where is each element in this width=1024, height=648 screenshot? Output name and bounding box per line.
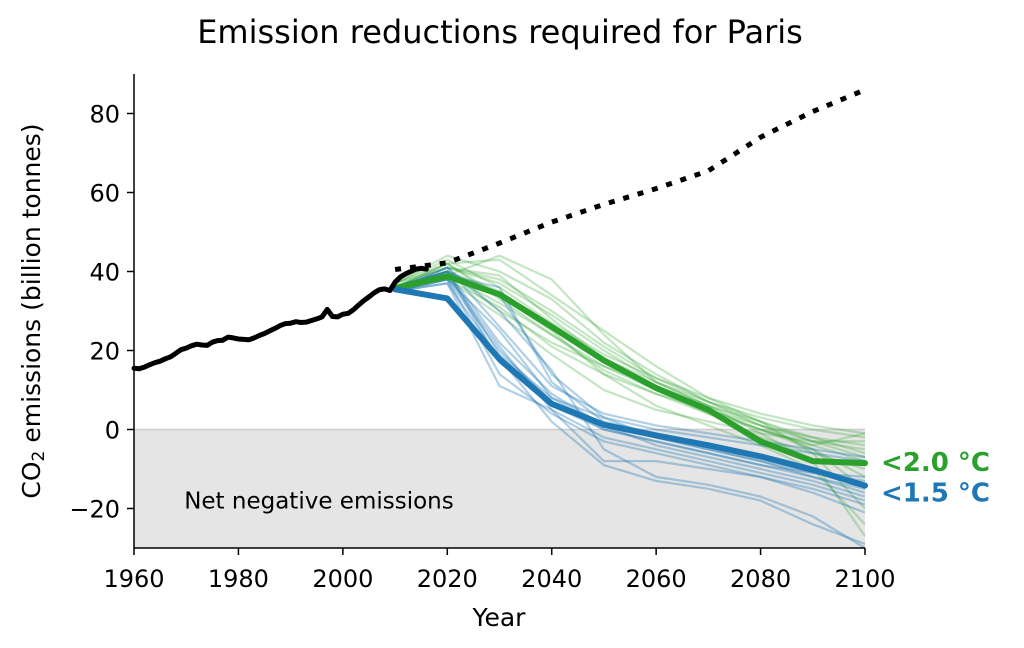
two-degree-run-7 xyxy=(394,266,866,459)
x-tick-label: 2000 xyxy=(312,565,373,593)
two-degree-run-11 xyxy=(394,258,866,510)
two-degree-run-14 xyxy=(394,278,865,443)
two-degree-run-1 xyxy=(394,266,866,439)
one-point-five-pathway-line xyxy=(392,286,868,489)
x-axis-ticks: 1960 1980 2000 2020 2040 2060 2080 2100 xyxy=(103,548,896,593)
y-tick-label: −20 xyxy=(69,496,120,524)
two-degree-ensemble xyxy=(394,254,866,537)
two-degree-run-6 xyxy=(394,278,866,463)
net-negative-region xyxy=(134,429,865,548)
y-tick-label: 20 xyxy=(89,338,120,366)
historical-emissions-line xyxy=(131,265,429,372)
one-point-five-end-label: <1.5 °C xyxy=(881,479,990,509)
baseline-projection-line xyxy=(394,87,866,272)
y-axis-title-rest: emissions (billion tonnes) xyxy=(17,123,46,450)
y-tick-label: 0 xyxy=(105,417,120,445)
y-tick-label: 40 xyxy=(89,259,120,287)
y-axis-title-subscript: 2 xyxy=(29,451,49,462)
x-tick-label: 2040 xyxy=(521,565,582,593)
y-axis-title-main: CO xyxy=(17,461,46,498)
one-point-five-run-13 xyxy=(394,278,866,478)
two-degree-run-9 xyxy=(394,254,866,478)
two-degree-run-2 xyxy=(394,262,866,451)
x-tick-label: 1960 xyxy=(103,565,164,593)
x-axis-title: Year xyxy=(472,603,527,632)
two-degree-run-5 xyxy=(394,258,866,435)
one-point-five-run-10 xyxy=(394,266,866,459)
main-series xyxy=(131,87,868,489)
one-point-five-run-11 xyxy=(394,282,866,546)
two-degree-end-label: <2.0 °C xyxy=(881,448,990,478)
x-tick-label: 2020 xyxy=(417,565,478,593)
end-labels: <2.0 °C<1.5 °C xyxy=(881,448,990,508)
x-tick-label: 1980 xyxy=(208,565,269,593)
two-degree-run-3 xyxy=(394,254,866,447)
y-tick-label: 60 xyxy=(89,180,120,208)
two-degree-run-13 xyxy=(394,266,866,537)
x-tick-label: 2060 xyxy=(626,565,687,593)
one-point-five-run-1 xyxy=(394,270,866,494)
two-degree-pathway-line xyxy=(392,273,868,467)
y-axis-ticks: −20 0 20 40 60 80 xyxy=(69,101,134,524)
one-point-five-run-5 xyxy=(394,266,866,549)
two-degree-run-10 xyxy=(394,274,866,490)
y-tick-label: 80 xyxy=(89,101,120,129)
x-tick-label: 2080 xyxy=(730,565,791,593)
x-tick-label: 2100 xyxy=(834,565,895,593)
chart-title: Emission reductions required for Paris xyxy=(197,13,803,51)
one-point-five-run-4 xyxy=(394,274,866,502)
one-point-five-run-2 xyxy=(394,282,866,506)
one-point-five-run-9 xyxy=(394,270,866,498)
net-negative-label: Net negative emissions xyxy=(184,489,454,515)
y-axis-title: CO2 emissions (billion tonnes) xyxy=(17,123,49,498)
